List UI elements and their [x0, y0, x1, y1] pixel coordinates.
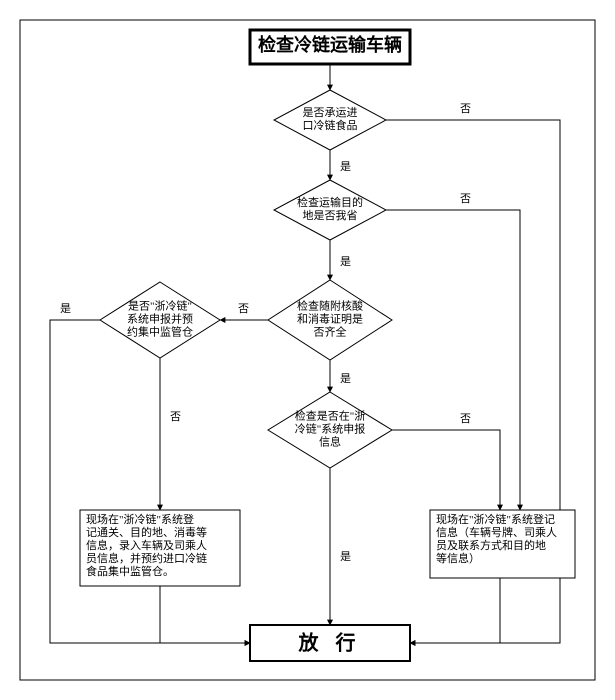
label-d2: 地是否我省 [303, 209, 358, 222]
edge-label-d1_no: 否 [460, 103, 471, 115]
edge-label-d2_no: 否 [460, 193, 471, 205]
label-a1: 信息，录入车辆及司乘人 [86, 538, 207, 552]
label-d3: 否齐全 [314, 325, 347, 339]
label-d4: 冷链"系统申报 [295, 422, 366, 436]
label-d4: 信息 [319, 435, 341, 449]
edge-label-d3_d5: 否 [238, 303, 249, 315]
edge-label-d5_yes: 是 [60, 302, 71, 315]
title-label: 检查冷链运输车辆 [258, 34, 402, 55]
label-d3: 检查随附核酸 [297, 299, 363, 313]
label-d5: 是否"浙冷链" [128, 299, 192, 313]
label-a1: 记通关、目的地、消毒等 [86, 525, 207, 539]
label-a1: 现场在"浙冷链"系统登 [86, 512, 194, 526]
edge-label-d1_d2: 是 [340, 160, 351, 173]
label-a2: 员及联系方式和目的地 [436, 538, 546, 552]
label-d1: 口冷链食品 [303, 118, 358, 132]
edge-label-d4_no: 否 [460, 413, 471, 425]
end-label: 放 行 [298, 631, 362, 655]
edge-label-d4_end: 是 [340, 550, 351, 563]
label-a2: 信息（车辆号牌、司乘人 [436, 525, 557, 539]
label-a1: 食品集中监管仓。 [86, 564, 174, 578]
label-a1: 员信息，并预约进口冷链 [86, 551, 207, 565]
label-d1: 是否承运进 [303, 106, 358, 119]
edge-a1_end [160, 586, 250, 643]
edge-d4_no [392, 430, 500, 510]
label-a2: 现场在"浙冷链"系统登记 [436, 512, 555, 526]
label-d5: 约集中监管仓 [127, 325, 193, 339]
label-a2: 等信息） [436, 551, 480, 565]
edge-label-d3_d4: 是 [340, 372, 351, 385]
edge-a2_merge [410, 578, 500, 643]
label-d5: 系统申报并预 [127, 312, 193, 326]
label-d4: 检查是否在"浙 [295, 409, 366, 423]
flowchart: 是是是是否否否否否是检查冷链运输车辆放 行是否承运进口冷链食品检查运输目的地是否… [0, 0, 615, 700]
edge-label-d2_d3: 是 [340, 255, 351, 268]
label-d2: 检查运输目的 [297, 195, 363, 209]
edge-label-d5_no_a1: 否 [170, 411, 181, 423]
edge-d5_yes [50, 320, 250, 643]
label-d3: 和消毒证明是 [297, 312, 363, 326]
